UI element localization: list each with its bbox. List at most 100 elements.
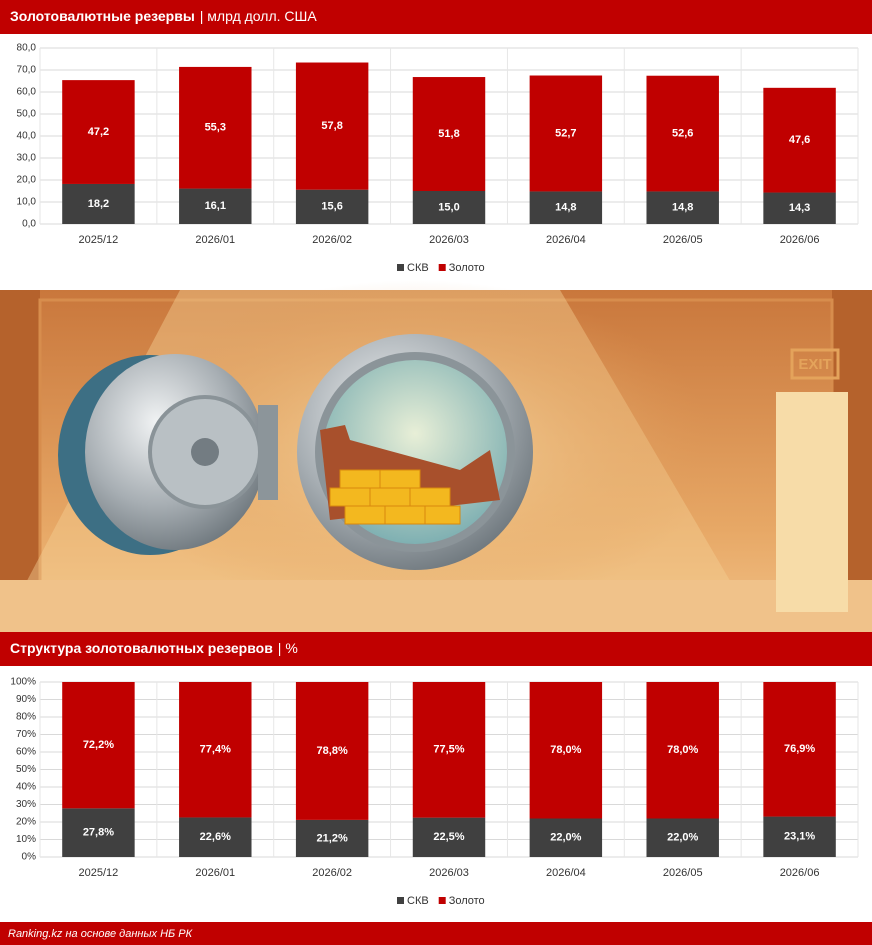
- footer-text: Ranking.kz на основе данных НБ РК: [8, 928, 193, 940]
- x-tick-label: 2026/02: [312, 867, 352, 879]
- legend-swatch: [397, 897, 404, 904]
- legend-label: Золото: [449, 262, 485, 274]
- legend-swatch: [397, 264, 404, 271]
- y-tick-label: 100%: [10, 677, 36, 688]
- bar-segment: [646, 191, 719, 224]
- x-tick-label: 2026/04: [546, 234, 586, 246]
- bar-segment: [179, 66, 252, 189]
- y-tick-label: 70%: [16, 729, 36, 740]
- x-tick-label: 2026/02: [312, 234, 352, 246]
- x-tick-label: 2026/06: [780, 234, 820, 246]
- chart-header: [0, 632, 872, 666]
- x-tick-label: 2026/01: [195, 867, 235, 879]
- x-tick-label: 2026/05: [663, 234, 703, 246]
- data-label: 21,2%: [317, 832, 348, 844]
- title-main: Золотовалютные резервы: [10, 8, 195, 24]
- data-label: 18,2: [88, 198, 109, 210]
- title-main: Структура золотовалютных резервов: [10, 640, 273, 656]
- data-label: 55,3: [205, 122, 226, 134]
- illustration: EXIT: [0, 280, 872, 632]
- y-tick-label: 50%: [16, 764, 36, 775]
- legend-label: СКВ: [407, 262, 429, 274]
- data-label: 47,2: [88, 126, 109, 138]
- y-tick-label: 80,0: [17, 43, 37, 54]
- data-label: 15,0: [438, 201, 459, 213]
- bar-segment: [646, 75, 719, 192]
- bar-segment: [412, 77, 486, 191]
- bar-segment: [412, 682, 486, 818]
- bar-segment: [62, 808, 135, 857]
- bar-segment: [763, 192, 836, 224]
- y-tick-label: 10,0: [17, 197, 37, 208]
- data-label: 22,6%: [200, 831, 231, 843]
- y-tick-label: 30%: [16, 799, 36, 810]
- bar-segment: [646, 682, 719, 819]
- x-tick-label: 2026/05: [663, 867, 703, 879]
- title-unit: | %: [278, 640, 298, 656]
- y-tick-label: 20%: [16, 817, 36, 828]
- bar-segment: [295, 189, 369, 224]
- exit-sign: EXIT: [798, 356, 831, 373]
- y-tick-label: 0,0: [22, 219, 36, 230]
- y-tick-label: 20,0: [17, 175, 37, 186]
- legend-label: Золото: [449, 895, 485, 907]
- chart-title: Структура золотовалютных резервов | %: [10, 640, 298, 656]
- data-label: 52,6: [672, 127, 693, 139]
- data-label: 76,9%: [784, 743, 815, 755]
- data-label: 14,3: [789, 202, 810, 214]
- x-tick-label: 2026/01: [195, 234, 235, 246]
- bar-segment: [763, 682, 836, 817]
- bar-segment: [179, 817, 252, 857]
- bar-segment: [179, 682, 252, 818]
- data-label: 23,1%: [784, 831, 815, 843]
- data-label: 22,0%: [550, 832, 581, 844]
- data-label: 51,8: [438, 128, 459, 140]
- y-tick-label: 60,0: [17, 87, 37, 98]
- legend-swatch: [438, 897, 446, 904]
- data-label: 78,0%: [550, 744, 581, 756]
- footer-bar: [0, 922, 872, 945]
- bar-segment: [529, 191, 603, 224]
- bar-segment: [179, 188, 252, 224]
- y-tick-label: 0%: [22, 852, 37, 863]
- legend-label: СКВ: [407, 895, 429, 907]
- data-label: 16,1: [205, 200, 226, 212]
- data-label: 14,8: [555, 202, 576, 214]
- bar-segment: [295, 682, 369, 820]
- bar-segment: [62, 80, 135, 184]
- bar-segment: [529, 818, 603, 857]
- bar-segment: [412, 191, 486, 224]
- chart-header: [0, 0, 872, 34]
- data-label: 52,7: [555, 127, 576, 139]
- bar-segment: [763, 816, 836, 857]
- data-label: 15,6: [321, 201, 342, 213]
- chart-title: Золотовалютные резервы | млрд долл. США: [10, 8, 317, 24]
- bar-segment: [412, 817, 486, 857]
- data-label: 22,5%: [433, 831, 464, 843]
- bar-segment: [529, 75, 603, 192]
- data-label: 14,8: [672, 202, 693, 214]
- x-tick-label: 2026/03: [429, 234, 469, 246]
- bar-segment: [529, 682, 603, 819]
- title-unit: | млрд долл. США: [200, 8, 318, 24]
- x-tick-label: 2026/04: [546, 867, 586, 879]
- y-tick-label: 30,0: [17, 153, 37, 164]
- data-label: 22,0%: [667, 832, 698, 844]
- data-label: 77,4%: [200, 744, 231, 756]
- y-tick-label: 90%: [16, 694, 36, 705]
- data-label: 27,8%: [83, 827, 114, 839]
- legend-swatch: [438, 264, 446, 271]
- y-tick-label: 60%: [16, 747, 36, 758]
- bar-segment: [62, 682, 135, 809]
- y-tick-label: 70,0: [17, 65, 37, 76]
- data-label: 78,8%: [317, 745, 348, 757]
- bar-segment: [763, 87, 836, 193]
- x-tick-label: 2026/03: [429, 867, 469, 879]
- x-tick-label: 2025/12: [79, 234, 119, 246]
- bar-segment: [295, 819, 369, 857]
- y-tick-label: 40%: [16, 782, 36, 793]
- x-tick-label: 2026/06: [780, 867, 820, 879]
- y-tick-label: 80%: [16, 712, 36, 723]
- y-tick-label: 50,0: [17, 109, 37, 120]
